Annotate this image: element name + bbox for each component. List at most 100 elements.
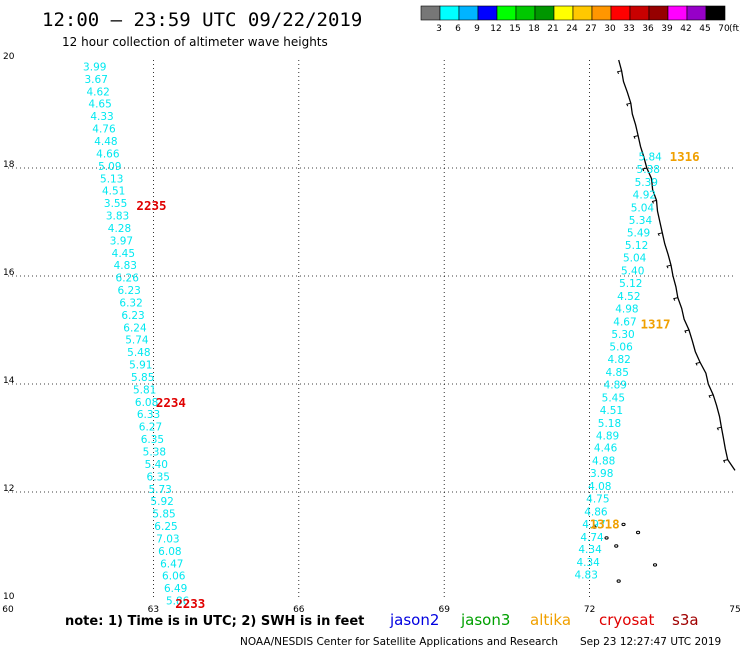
jason2-swh-point: 3.67 [85, 74, 108, 86]
colorbar-swatch [572, 5, 593, 21]
jason2-swh-point: 3.99 [83, 61, 106, 73]
note-text: note: 1) Time is in UTC; 2) SWH is in fe… [65, 614, 364, 629]
legend-item-jason3: jason3 [460, 611, 510, 629]
colorbar-label: 36 [642, 24, 654, 34]
jason2-swh-point: 5.92 [150, 496, 173, 508]
coastline-inlet [642, 167, 647, 172]
jason3-swh-point: 5.04 [623, 253, 647, 265]
colorbar-swatch [591, 5, 612, 21]
colorbar-label: 9 [474, 24, 480, 34]
jason3-swh-point: 4.88 [592, 456, 615, 468]
jason2-swh-point: 4.28 [108, 223, 131, 235]
island-mark [614, 544, 619, 548]
y-tick-label: 12 [3, 484, 14, 494]
jason2-swh-point: 7.03 [156, 533, 179, 545]
coastline-islands [592, 70, 728, 583]
jason2-swh-point: 6.47 [160, 558, 183, 570]
jason3-swh-point: 4.86 [584, 506, 608, 518]
jason2-swh-point: 5.91 [129, 360, 152, 372]
footer-credit: NOAA/NESDIS Center for Satellite Applica… [240, 636, 558, 648]
chart-subtitle: 12 hour collection of altimeter wave hei… [62, 35, 328, 49]
pass-label: 1317 [640, 317, 670, 332]
jason3-swh-point: 4.82 [607, 354, 630, 366]
colorbar-swatch [686, 5, 707, 21]
y-tick-label: 20 [3, 52, 15, 62]
coastline-inlet [716, 426, 722, 431]
colorbar-unit: (ft) [729, 24, 740, 34]
colorbar-label: 18 [528, 24, 540, 34]
jason3-swh-point: 5.34 [629, 215, 653, 227]
coastline-inlet [666, 264, 672, 269]
coastline-inlet [616, 70, 622, 75]
jason2-swh-point: 6.32 [119, 297, 142, 309]
jason2-swh-point: 4.76 [92, 124, 116, 136]
footer-timestamp: Sep 23 12:27:47 UTC 2019 [580, 636, 721, 648]
jason3-swh-point: 4.46 [594, 443, 618, 455]
legend-item-cryosat: cryosat [599, 611, 654, 629]
jason2-swh-point: 4.65 [88, 99, 111, 111]
jason3-swh-point: 4.83 [575, 570, 598, 582]
jason3-swh-point: 4.85 [606, 367, 629, 379]
jason2-swh-point: 4.51 [102, 186, 125, 198]
jason2-swh-point: 6.26 [116, 273, 140, 285]
jason3-swh-point: 5.39 [635, 177, 658, 189]
jason3-swh-point: 4.98 [615, 303, 638, 315]
jason3-swh-point: 5.30 [611, 329, 634, 341]
coastline-inlet [673, 297, 678, 301]
y-tick-label: 18 [3, 160, 15, 170]
jason2-swh-point: 6.08 [158, 546, 181, 558]
pass-labels: 2235 2234 2233 1316 1317 1318 [136, 149, 699, 611]
island-mark [621, 522, 626, 527]
jason3-swh-point: 4.34 [578, 544, 602, 556]
jason2-swh-point: 6.33 [137, 409, 160, 421]
island-mark [592, 525, 597, 529]
jason2-swh-point: 4.62 [86, 86, 109, 98]
jason3-swh-point: 4.97 [582, 519, 605, 531]
colorbar-label: 39 [661, 24, 673, 34]
colorbar-swatch [667, 5, 688, 21]
jason2-swh-point: 5.73 [148, 484, 171, 496]
jason2-swh-point: 5.74 [125, 335, 149, 347]
colorbar-label: 33 [623, 24, 634, 34]
jason2-swh-point: 6.23 [121, 310, 144, 322]
jason3-swh-point: 5.40 [621, 266, 644, 278]
colorbar-swatch [705, 5, 726, 21]
jason3-swh-point: 4.74 [580, 532, 604, 544]
jason2-swh-point: 5.85 [131, 372, 154, 384]
colorbar-label: 70 [718, 24, 730, 34]
x-tick-label: 69 [438, 605, 450, 615]
pass-label: 1316 [670, 149, 700, 164]
colorbar-swatch [648, 5, 669, 21]
axis-tick-labels: 60 63 66 69 72 75 10 12 14 16 18 20 [2, 52, 740, 615]
jason3-swh-point: 4.75 [586, 493, 609, 505]
jason3-swh-point: 5.06 [609, 342, 633, 354]
jason3-swh-point: 5.18 [598, 418, 621, 430]
colorbar-swatch [553, 5, 574, 21]
pass-label: 2235 [136, 198, 166, 213]
jason2-swh-point: 5.86 [166, 596, 190, 608]
jason2-swh-point: 3.55 [104, 198, 127, 210]
jason3-swh-point: 4.89 [596, 430, 619, 442]
jason3-swh-point: 5.38 [637, 164, 660, 176]
jason2-swh-point: 5.40 [145, 459, 168, 471]
colorbar-swatch [534, 5, 555, 21]
pass-label: 2234 [156, 395, 186, 410]
pass-label: 2233 [175, 596, 205, 611]
jason3-swh-point: 5.45 [602, 393, 625, 405]
colorbar-label: 24 [566, 24, 578, 34]
jason3-swh-point: 5.84 [638, 152, 662, 164]
colorbar-label: 15 [509, 24, 520, 34]
colorbar-swatch [515, 5, 536, 21]
colorbar-swatch [420, 5, 441, 21]
jason2-swh-point: 5.85 [152, 509, 175, 521]
jason3-swh-point: 5.12 [625, 240, 648, 252]
jason3-swh-point: 4.67 [613, 316, 636, 328]
swh-values: 3.993.674.624.654.334.764.484.665.095.13… [83, 61, 662, 607]
jason2-swh-point: 6.35 [147, 471, 170, 483]
y-tick-label: 16 [3, 268, 15, 278]
jason2-swh-point: 4.45 [112, 248, 135, 260]
jason3-swh-point: 4.34 [576, 557, 600, 569]
jason3-swh-point: 3.98 [590, 468, 613, 480]
legend-item-altika: altika [530, 611, 571, 629]
